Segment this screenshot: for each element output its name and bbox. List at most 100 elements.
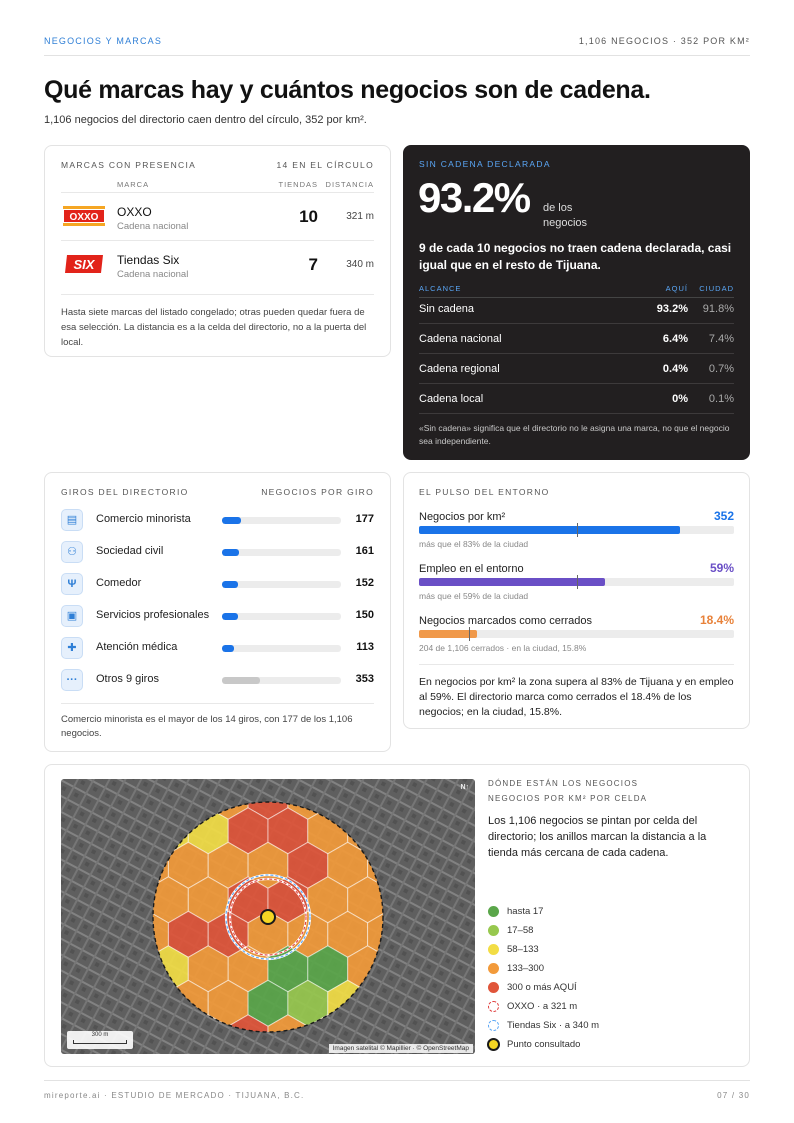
brands-note: Hasta siete marcas del listado congelado… — [61, 294, 374, 350]
reach-city: 0.1% — [708, 393, 734, 405]
reach-here: 0% — [672, 393, 688, 405]
reach-label: Cadena nacional — [419, 333, 502, 345]
reach-label: Cadena local — [419, 393, 484, 405]
brands-card: MARCAS CON PRESENCIA 14 EN EL CÍRCULO MA… — [44, 145, 391, 357]
no-chain-card: SIN CADENA DECLARADA 93.2% de los negoci… — [403, 145, 750, 460]
fork-knife-icon: Ψ — [61, 573, 83, 595]
col-distance: DISTANCIA — [325, 180, 374, 189]
legend-item: hasta 17 — [488, 905, 708, 919]
reach-row: Cadena nacional 6.4% 7.4% — [419, 324, 734, 354]
legend-item: OXXO · a 321 m — [488, 1000, 708, 1014]
category-bar-track — [222, 549, 341, 556]
brands-column-headers: MARCA TIENDAS DISTANCIA — [117, 180, 374, 190]
col-brand: MARCA — [117, 180, 150, 189]
brands-count: 14 EN EL CÍRCULO — [276, 160, 374, 170]
col-stores: TIENDAS — [278, 180, 318, 189]
reach-label: Sin cadena — [419, 303, 475, 315]
reach-row: Cadena local 0% 0.1% — [419, 384, 734, 414]
query-point[interactable] — [260, 909, 276, 925]
category-bar-track — [222, 517, 341, 524]
legend-swatch — [488, 963, 499, 974]
category-label: Atención médica — [96, 641, 178, 653]
page-subtitle: 1,106 negocios del directorio caen dentr… — [44, 114, 367, 126]
briefcase-icon: ▣ — [61, 605, 83, 627]
density-map[interactable]: 300 m N↑ Imagen satelital © Mapillier · … — [61, 779, 475, 1054]
legend-item: 58–133 — [488, 943, 708, 957]
footer-left: mireporte.ai · ESTUDIO DE MERCADO · TIJU… — [44, 1091, 305, 1100]
legend-item: 300 o más AQUÍ — [488, 981, 708, 995]
category-bar — [222, 549, 240, 556]
reach-table-header: ALCANCE AQUÍ CIUDAD — [419, 284, 734, 298]
store-icon: ▤ — [61, 509, 83, 531]
city-marker — [576, 575, 578, 589]
metric-bar — [419, 526, 681, 534]
reach-here: 93.2% — [656, 303, 688, 315]
hex-cell — [227, 1014, 269, 1032]
brand-stores: 7 — [308, 255, 318, 274]
legend-item: Tiendas Six · a 340 m — [488, 1019, 708, 1033]
more-icon: ··· — [61, 669, 83, 691]
legend-swatch — [488, 1001, 499, 1012]
city-marker — [468, 627, 470, 641]
metric-label: Empleo en el entorno — [419, 563, 524, 575]
no-chain-note: «Sin cadena» significa que el directorio… — [419, 423, 730, 446]
brands-card-title: MARCAS CON PRESENCIA — [61, 160, 197, 170]
legend-label: 133–300 — [507, 963, 544, 974]
reach-here: 0.4% — [662, 363, 688, 375]
brand-distance: 340 m — [346, 259, 374, 270]
brands-card-header: MARCAS CON PRESENCIA 14 EN EL CÍRCULO — [61, 160, 374, 170]
col-city: CIUDAD — [699, 284, 734, 293]
scale-bar: 300 m — [67, 1031, 133, 1049]
category-bar-track — [222, 645, 341, 652]
section-label: NEGOCIOS Y MARCAS — [44, 36, 163, 46]
map-subtitle: NEGOCIOS POR KM² POR CELDA — [488, 794, 648, 803]
pulse-metric: Negocios por km² 352 más que el 83% de la … — [419, 509, 734, 553]
metric-sub: 204 de 1,106 cerrados · en la ciudad, 15… — [419, 643, 587, 653]
page-number: 07 / 30 — [717, 1091, 750, 1100]
brand-type: Cadena nacional — [117, 221, 189, 232]
pulse-note: En negocios por km² la zona supera al 83… — [419, 664, 734, 720]
category-bar-track — [222, 677, 341, 684]
category-value: 152 — [355, 577, 374, 589]
category-label: Servicios profesionales — [96, 609, 210, 621]
category-value: 150 — [355, 609, 374, 621]
footer: mireporte.ai · ESTUDIO DE MERCADO · TIJU… — [44, 1080, 750, 1100]
map-description: Los 1,106 negocios se pintan por celda d… — [488, 815, 707, 859]
reach-row: Sin cadena 93.2% 91.8% — [419, 294, 734, 324]
oxxo-logo-text: OXXO — [70, 212, 99, 223]
hex-cell — [267, 1014, 309, 1032]
reach-city: 91.8% — [702, 303, 734, 315]
category-value: 353 — [355, 673, 374, 685]
categories-card-title: GIROS DEL DIRECTORIO — [61, 487, 189, 497]
legend-label: OXXO · a 321 m — [507, 1001, 578, 1012]
pulse-card-title: EL PULSO DEL ENTORNO — [419, 487, 550, 497]
categories-card: GIROS DEL DIRECTORIO NEGOCIOS POR GIRO ▤… — [44, 472, 391, 752]
metric-label: Negocios por km² — [419, 511, 506, 523]
col-here: AQUÍ — [665, 284, 688, 293]
category-row: ▤ Comercio minorista 177 — [61, 509, 374, 531]
legend-label: 300 o más AQUÍ — [507, 982, 577, 993]
metric-bar — [419, 578, 605, 586]
metric-label: Negocios marcados como cerrados — [419, 615, 593, 627]
no-chain-percentage: 93.2% — [418, 174, 531, 221]
compass-icon: N↑ — [460, 784, 469, 791]
metric-sub: más que el 83% de la ciudad — [419, 539, 529, 549]
brand-distance: 321 m — [346, 211, 374, 222]
category-row: ✚ Atención médica 113 — [61, 637, 374, 659]
category-bar — [222, 613, 239, 620]
metric-bar-track — [419, 627, 734, 641]
metric-bar-track — [419, 575, 734, 589]
col-reach: ALCANCE — [419, 284, 462, 293]
no-chain-title: SIN CADENA DECLARADA — [419, 159, 551, 169]
map-card: 300 m N↑ Imagen satelital © Mapillier · … — [44, 764, 750, 1067]
categories-card-header: GIROS DEL DIRECTORIO NEGOCIOS POR GIRO — [61, 487, 374, 497]
legend-item: 133–300 — [488, 962, 708, 976]
study-circle — [152, 801, 384, 1033]
reach-row: Cadena regional 0.4% 0.7% — [419, 354, 734, 384]
legend-label: 58–133 — [507, 944, 539, 955]
top-bar: NEGOCIOS Y MARCAS 1,106 NEGOCIOS · 352 P… — [44, 36, 750, 56]
category-bar — [222, 645, 235, 652]
legend-swatch — [488, 925, 499, 936]
map-attribution: Imagen satelital © Mapillier · © OpenStr… — [328, 1044, 473, 1053]
category-bar — [222, 677, 260, 684]
